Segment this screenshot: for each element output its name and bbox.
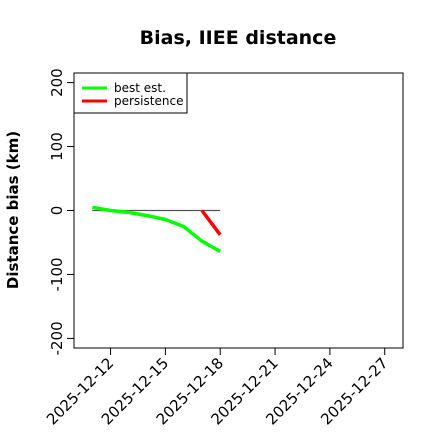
y-axis: -200 -100 0 100 200 <box>48 68 74 355</box>
y-tick-label: -200 <box>48 321 66 355</box>
series-line-persistence <box>200 209 222 236</box>
y-tick-label: 0 <box>48 206 66 216</box>
y-axis-label: Distance bias (km) <box>4 131 22 289</box>
y-tick-label: -100 <box>48 257 66 291</box>
legend-label-persistence: persistence <box>114 94 183 108</box>
plot-marks <box>91 205 222 253</box>
legend-box <box>73 72 188 114</box>
legend: best est. persistence <box>73 72 188 114</box>
y-tick-label: 100 <box>48 132 66 161</box>
series-line-best-est <box>91 205 222 253</box>
x-axis: 2025-12-122025-12-152025-12-182025-12-21… <box>43 348 392 428</box>
y-tick-label: 200 <box>48 68 66 97</box>
legend-label-best-est: best est. <box>114 81 166 95</box>
chart-title: Bias, IIEE distance <box>140 27 337 49</box>
